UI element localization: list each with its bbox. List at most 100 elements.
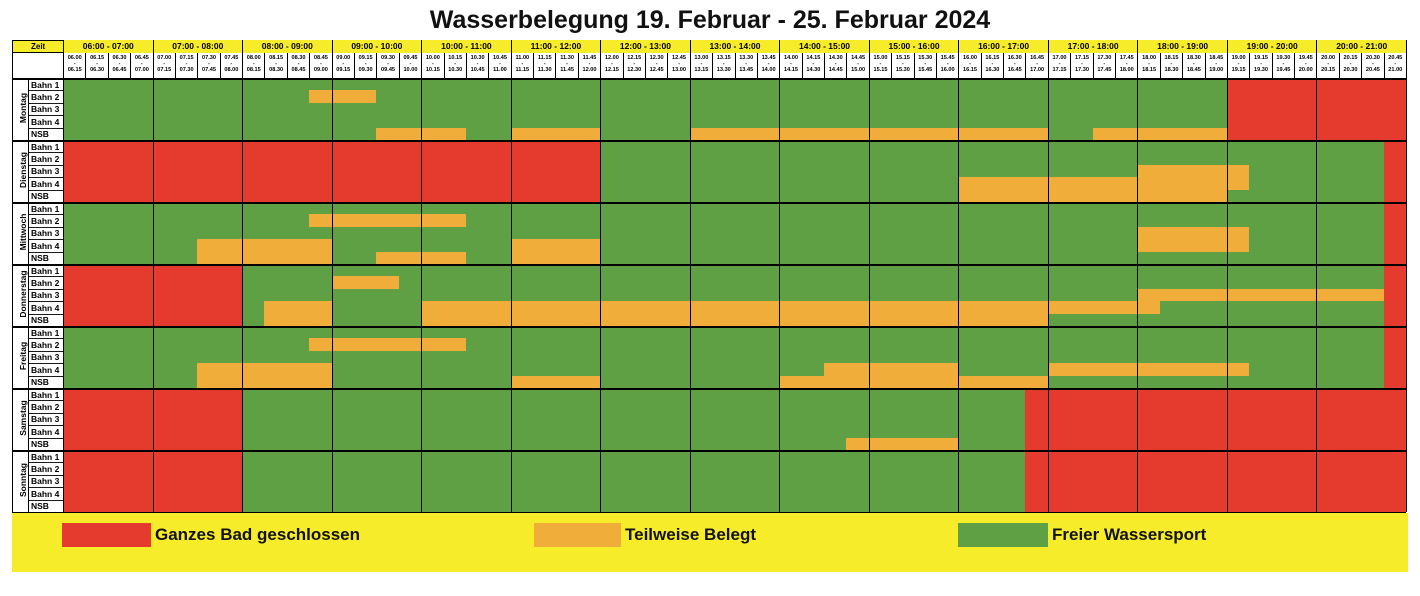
schedule-block [465, 127, 511, 140]
slot-dash: - [1215, 61, 1218, 68]
slot-end: 13.30 [716, 67, 731, 74]
legend-swatch-green [958, 523, 1048, 547]
schedule-block [242, 313, 265, 326]
slot-dash: - [655, 61, 658, 68]
slot-dash: - [834, 61, 837, 68]
slot-header: 08.30-08.45 [286, 53, 309, 78]
schedule-block [600, 239, 1138, 252]
schedule-block [242, 276, 332, 289]
slot-dash: - [1125, 61, 1128, 68]
slot-dash: - [1237, 61, 1240, 68]
slot-header: 17.00-17.15 [1047, 53, 1070, 78]
slot-start: 16.15 [985, 55, 1000, 61]
hour-divider [868, 40, 870, 512]
slot-end: 16.30 [985, 67, 1000, 74]
slot-header: 14.15-14.30 [801, 53, 824, 78]
slot-start: 14.30 [828, 55, 843, 61]
slot-end: 18.15 [1142, 67, 1157, 74]
slot-end: 17.15 [1052, 67, 1067, 74]
day-label: Samstag [18, 400, 28, 436]
slot-start: 16.00 [963, 55, 978, 61]
slot-start: 20.00 [1321, 55, 1336, 61]
schedule-block [197, 239, 332, 252]
slot-end: 18.45 [1186, 67, 1201, 74]
slot-start: 12.00 [604, 55, 619, 61]
slot-start: 14.45 [851, 55, 866, 61]
slot-end: 09.15 [336, 67, 351, 74]
slot-dash: - [879, 61, 882, 68]
slot-end: 20.00 [1298, 67, 1313, 74]
slot-dash: - [297, 61, 300, 68]
slot-end: 10.45 [470, 67, 485, 74]
hour-divider [63, 40, 64, 512]
day-separator [12, 264, 1406, 266]
hour-header: 10:00 - 11:00 [421, 40, 511, 53]
slot-dash: - [140, 61, 143, 68]
slot-start: 15.15 [895, 55, 910, 61]
slot-end: 13.45 [739, 67, 754, 74]
slot-start: 20.30 [1365, 55, 1380, 61]
frame-left [12, 40, 13, 512]
hour-header: 06:00 - 07:00 [63, 40, 153, 53]
lane-label: Bahn 3 [31, 352, 60, 363]
schedule-block [1383, 140, 1406, 153]
slot-dash: - [230, 61, 233, 68]
slot-header: 16.30-16.45 [1003, 53, 1025, 78]
slot-dash: - [1170, 61, 1173, 68]
slot-header: 06.15-06.30 [85, 53, 107, 78]
slot-header: 06.30-06.45 [107, 53, 130, 78]
slot-start: 14.15 [806, 55, 821, 61]
schedule-block [600, 152, 1384, 165]
slot-start: 11.45 [582, 55, 597, 61]
schedule-block [846, 437, 959, 450]
schedule-block [1383, 276, 1406, 289]
hour-divider [510, 40, 512, 512]
schedule-block [1383, 152, 1406, 165]
slot-start: 09.15 [358, 55, 373, 61]
slot-header: 07.15-07.30 [174, 53, 197, 78]
schedule-block [1025, 425, 1406, 438]
lane-label: Bahn 4 [31, 426, 60, 437]
day-label: Freitag [18, 341, 28, 371]
slot-end: 06.30 [90, 67, 105, 74]
slot-end: 15.00 [851, 67, 866, 74]
slot-start: 13.30 [739, 55, 754, 61]
slot-dash: - [566, 61, 569, 68]
slot-start: 11.00 [515, 55, 530, 61]
schedule-block [510, 239, 601, 252]
lane-label: NSB [31, 501, 49, 512]
schedule-block [1383, 313, 1406, 326]
slot-end: 14.45 [828, 67, 843, 74]
slot-end: 18.30 [1164, 67, 1179, 74]
slot-start: 07.00 [157, 55, 172, 61]
day-label: Montag [18, 92, 28, 124]
slot-header: 14.30-14.45 [824, 53, 846, 78]
slot-end: 15.45 [918, 67, 933, 74]
slot-dash: - [678, 61, 680, 68]
lane-label: Bahn 2 [31, 339, 60, 350]
slot-dash: - [1058, 61, 1061, 68]
slot-header: 10.45-11.00 [488, 53, 510, 78]
lane-label: Bahn 4 [31, 488, 60, 499]
slot-dash: - [969, 61, 971, 68]
schedule-block [242, 301, 265, 314]
slot-header: 17.45-18.00 [1115, 53, 1137, 78]
schedule-block [510, 127, 601, 140]
slot-dash: - [275, 61, 278, 68]
schedule-block [1025, 474, 1406, 488]
slot-header: 10.00-10.15 [421, 53, 443, 78]
legend-swatch-orange [534, 523, 621, 547]
slot-start: 13.00 [694, 55, 709, 61]
lane-label: Bahn 3 [31, 228, 60, 239]
schedule-block [510, 251, 601, 264]
schedule-block [600, 164, 1138, 178]
slot-start: 10.00 [425, 55, 440, 61]
slot-dash: - [208, 61, 210, 68]
slot-dash: - [163, 61, 166, 68]
day-label: Donnerstag [18, 270, 28, 318]
slot-header: 17.15-17.30 [1070, 53, 1092, 78]
schedule-block [63, 214, 310, 227]
hour-header: 20:00 - 21:00 [1316, 40, 1406, 53]
hour-header: 13:00 - 14:00 [689, 40, 780, 53]
slot-start: 18.30 [1186, 55, 1201, 61]
